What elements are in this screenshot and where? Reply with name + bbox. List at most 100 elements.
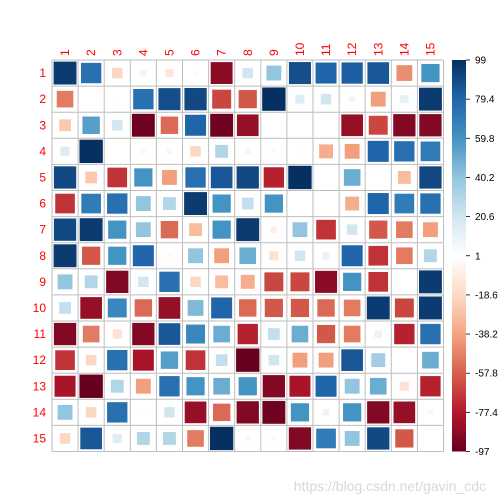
cell-14-3 (107, 402, 128, 423)
cell-13-9 (262, 375, 285, 398)
cell-10-7 (211, 297, 233, 319)
cell-2-6 (184, 88, 207, 111)
cell-12-2 (85, 354, 97, 366)
cell-7-12 (346, 224, 358, 235)
cell-2-9 (262, 87, 286, 111)
column-label: 1 (58, 49, 72, 56)
cell-15-13 (367, 427, 390, 450)
cell-5-4 (134, 168, 153, 187)
colorbar-tick-label: 99 (475, 56, 487, 67)
row-label: 10 (33, 301, 47, 315)
row-label: 12 (33, 353, 47, 367)
cell-1-2 (80, 62, 102, 84)
cell-7-15 (423, 222, 438, 238)
cell-8-7 (214, 248, 230, 264)
cell-1-3 (111, 67, 123, 79)
cell-3-3 (111, 119, 123, 131)
colorbar-tick-label: 40.2 (475, 173, 495, 184)
cell-4-4 (141, 149, 146, 154)
cell-15-10 (288, 427, 312, 450)
cell-1-9 (266, 65, 282, 81)
column-label: 7 (215, 49, 229, 56)
row-label: 5 (39, 170, 46, 184)
cell-4-2 (79, 139, 103, 164)
cell-6-2 (81, 193, 101, 214)
colorbar-gradient (452, 60, 466, 452)
row-label: 3 (39, 118, 46, 132)
cell-8-5 (167, 253, 172, 258)
cell-1-4 (140, 69, 147, 77)
cell-14-2 (85, 407, 97, 418)
cell-2-7 (212, 89, 232, 109)
cell-6-1 (55, 193, 75, 214)
cell-8-12 (341, 245, 363, 267)
cell-15-6 (187, 430, 204, 447)
cell-7-9 (270, 226, 278, 233)
cell-6-8 (241, 197, 254, 210)
matrix-grid (51, 59, 444, 452)
cell-1-15 (421, 63, 440, 83)
cell-7-14 (396, 221, 413, 238)
colorbar-tick-label: -18.6 (475, 290, 498, 301)
column-label: 11 (319, 43, 333, 56)
column-label: 2 (84, 49, 98, 56)
colorbar-tick-label: -97 (475, 447, 490, 458)
cell-7-10 (292, 222, 308, 238)
cell-6-4 (135, 196, 151, 211)
cell-15-4 (136, 432, 150, 445)
cell-1-7 (210, 62, 233, 85)
cell-11-11 (316, 324, 336, 344)
cell-14-14 (393, 401, 416, 424)
cell-2-11 (320, 93, 332, 105)
cell-15-12 (344, 431, 360, 446)
cell-2-14 (400, 95, 409, 104)
cell-2-3 (115, 97, 119, 101)
colorbar-tick-label: -77.4 (475, 408, 498, 419)
cell-3-12 (341, 114, 363, 137)
cell-6-13 (367, 193, 389, 215)
cell-9-5 (159, 271, 180, 293)
cell-9-7 (215, 275, 229, 289)
cell-11-13 (374, 330, 382, 338)
row-label: 7 (39, 223, 46, 237)
cell-12-15 (422, 351, 439, 369)
cell-6-3 (107, 193, 128, 214)
cell-4-13 (367, 140, 389, 162)
cell-3-5 (160, 116, 179, 134)
colorbar-tick-label: 79.4 (475, 95, 495, 106)
column-label: 14 (397, 42, 411, 56)
cell-8-3 (108, 246, 127, 265)
column-label: 9 (267, 49, 281, 56)
cell-14-6 (184, 401, 207, 424)
cell-9-9 (264, 272, 284, 292)
column-label: 15 (423, 42, 437, 56)
cell-10-6 (187, 300, 204, 316)
cell-12-1 (55, 350, 75, 370)
cell-8-15 (424, 249, 437, 263)
cell-13-5 (159, 376, 180, 397)
matrix-cells (53, 61, 442, 451)
cell-15-7 (209, 426, 234, 451)
cell-7-6 (189, 223, 202, 237)
cell-14-7 (212, 403, 231, 422)
cell-3-4 (131, 113, 155, 137)
cell-4-8 (244, 148, 251, 155)
cell-13-15 (420, 376, 441, 397)
cell-12-12 (341, 349, 363, 371)
cell-13-3 (110, 379, 124, 393)
cell-1-6 (193, 71, 198, 76)
cell-13-14 (399, 381, 409, 391)
cell-3-8 (236, 114, 259, 137)
column-label: 12 (345, 42, 359, 56)
cell-11-2 (82, 325, 100, 343)
cell-5-10 (288, 165, 312, 190)
cell-12-3 (107, 349, 128, 371)
column-label: 5 (162, 49, 176, 56)
cell-4-11 (319, 144, 333, 159)
cell-5-12 (343, 169, 361, 186)
cell-13-4 (135, 378, 151, 394)
row-label: 9 (39, 275, 46, 289)
cell-8-14 (396, 247, 413, 265)
